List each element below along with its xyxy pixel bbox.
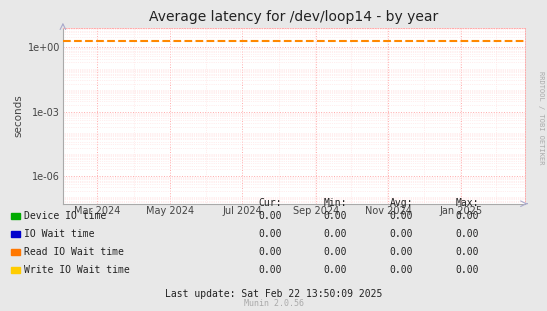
- Text: Cur:: Cur:: [258, 197, 282, 208]
- Text: 0.00: 0.00: [389, 247, 413, 257]
- Text: IO Wait time: IO Wait time: [24, 229, 95, 239]
- Y-axis label: seconds: seconds: [14, 95, 24, 137]
- Text: 0.00: 0.00: [455, 229, 479, 239]
- Text: 0.00: 0.00: [389, 211, 413, 221]
- Text: 0.00: 0.00: [258, 265, 282, 275]
- Text: Write IO Wait time: Write IO Wait time: [24, 265, 130, 275]
- Text: 0.00: 0.00: [455, 211, 479, 221]
- Title: Average latency for /dev/loop14 - by year: Average latency for /dev/loop14 - by yea…: [149, 10, 439, 24]
- Text: 0.00: 0.00: [455, 265, 479, 275]
- Text: 0.00: 0.00: [455, 247, 479, 257]
- Text: Max:: Max:: [455, 197, 479, 208]
- Text: 0.00: 0.00: [324, 211, 347, 221]
- Text: 0.00: 0.00: [389, 265, 413, 275]
- Text: Munin 2.0.56: Munin 2.0.56: [243, 299, 304, 308]
- Text: Read IO Wait time: Read IO Wait time: [24, 247, 124, 257]
- Text: 0.00: 0.00: [324, 229, 347, 239]
- Text: Last update: Sat Feb 22 13:50:09 2025: Last update: Sat Feb 22 13:50:09 2025: [165, 289, 382, 299]
- Text: RRDTOOL / TOBI OETIKER: RRDTOOL / TOBI OETIKER: [538, 72, 544, 165]
- Text: 0.00: 0.00: [258, 229, 282, 239]
- Text: 0.00: 0.00: [258, 211, 282, 221]
- Text: 0.00: 0.00: [324, 265, 347, 275]
- Text: Min:: Min:: [324, 197, 347, 208]
- Text: Device IO time: Device IO time: [24, 211, 106, 221]
- Text: Avg:: Avg:: [389, 197, 413, 208]
- Text: 0.00: 0.00: [324, 247, 347, 257]
- Text: 0.00: 0.00: [258, 247, 282, 257]
- Text: 0.00: 0.00: [389, 229, 413, 239]
